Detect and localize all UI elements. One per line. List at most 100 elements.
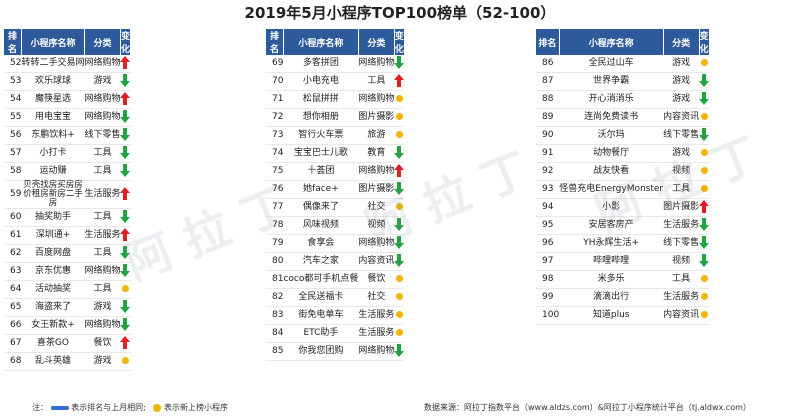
change-cell [394,306,405,325]
category-cell: 视频 [663,162,700,181]
category-cell: 线下零售 [84,126,121,145]
change-cell: 69 [699,90,710,109]
new-entry-icon [700,167,708,174]
arrow-up-icon [120,56,131,69]
category-cell: 游戏 [663,90,700,109]
change-cell: 9 [394,234,405,253]
change-cell: 4 [120,162,131,181]
name-cell: 她face+ [283,180,359,199]
change-cell: 2 [699,198,710,217]
change-cell: 11 [699,126,710,145]
name-cell: 女王新款+ [21,316,85,335]
table-row: 100 知道plus 内容资讯 [536,306,710,325]
arrow-down-icon [120,318,131,331]
category-cell: 网络购物 [84,316,121,335]
name-cell: 街免电单车 [283,306,359,325]
rank-cell: 58 [4,162,22,181]
change-cell: 3 [120,55,131,73]
rank-cell: 87 [536,72,560,91]
category-cell: 工具 [84,162,121,181]
data-source: 数据来源：阿拉丁指数平台（www.aldzs.com）&阿拉丁小程序统计平台（t… [424,403,751,412]
arrow-up-icon [120,92,131,105]
name-cell: 活动抽奖 [21,280,85,299]
name-cell: 运动赚 [21,162,85,181]
name-cell: 小打卡 [21,144,85,163]
category-cell: 餐饮 [84,334,121,353]
change-cell: 19 [120,226,131,245]
name-cell: 全民过山车 [559,55,664,73]
header-rank: 排名 [4,29,22,55]
name-cell: 京东优惠 [21,262,85,281]
rank-cell: 86 [536,55,560,73]
rank-cell: 69 [266,55,284,73]
category-cell: 网络购物 [358,90,395,109]
name-cell: 魔筷星选 [21,90,85,109]
change-cell: 1 [699,234,710,253]
change-cell: 6 [394,55,405,73]
category-cell: 游戏 [663,144,700,163]
change-cell: 3 [120,244,131,263]
rank-cell: 90 [536,126,560,145]
category-cell: 生活服务 [84,180,121,209]
category-cell: 线下零售 [663,234,700,253]
table-row: 98 米多乐 工具 [536,270,710,289]
category-cell: 网络购物 [358,55,395,73]
header-name: 小程序名称 [283,29,359,55]
table-row: 65海盗来了游戏5 [4,298,131,317]
name-cell: 转转二手交易网 [21,55,85,73]
arrow-down-icon [120,164,131,177]
header-category: 分类 [84,29,121,55]
name-cell: 安居客房产 [559,216,664,235]
category-cell: 线下零售 [663,126,700,145]
new-entry-icon [700,311,708,318]
table-row: 79食享会网络购物9 [266,234,405,253]
arrow-down-icon [394,146,405,159]
table-row: 89 连尚免费读书 内容资讯 [536,108,710,127]
rank-cell: 92 [536,162,560,181]
new-entry-icon [395,311,403,318]
rank-cell: 66 [4,316,22,335]
change-cell: 7 [120,208,131,227]
rank-cell: 65 [4,298,22,317]
category-cell: 内容资讯 [663,108,700,127]
new-entry-icon [700,149,708,156]
category-cell: 游戏 [84,72,121,91]
table-row: 75十荟团网络购物25 [266,162,405,181]
change-cell [394,324,405,343]
rank-cell: 57 [4,144,22,163]
name-cell: 怪兽充电EnergyMonster [559,180,664,199]
legend-new-label: 表示新上榜小程序 [163,403,228,412]
change-cell: 4 [120,144,131,163]
new-entry-icon [395,95,403,102]
table-row: 58运动赚工具4 [4,162,131,181]
ranking-table-1: 排名小程序名称分类变化52转转二手交易网网络购物353欢乐球球游戏1154魔筷星… [4,29,132,371]
category-cell: 社交 [358,198,395,217]
category-cell: 旅游 [358,126,395,145]
table-row: 88开心消消乐游戏69 [536,90,710,109]
change-cell: 6 [120,334,131,353]
new-entry-icon [153,403,162,412]
table-row: 71 松鼠拼拼 网络购物 [266,90,405,109]
name-cell: 欢乐球球 [21,72,85,91]
category-cell: 图片摄影 [358,108,395,127]
category-cell: 网络购物 [358,234,395,253]
change-cell [120,352,131,371]
rank-cell: 53 [4,72,22,91]
rank-cell: 79 [266,234,284,253]
name-cell: 风味视频 [283,216,359,235]
change-cell: 12 [699,216,710,235]
name-cell: 海盗来了 [21,298,85,317]
name-cell: 动物餐厅 [559,144,664,163]
new-entry-icon [395,203,403,210]
arrow-down-icon [120,300,131,313]
name-cell: 世界争霸 [559,72,664,91]
rank-cell: 60 [4,208,22,227]
table-row: 83 街免电单车 生活服务 [266,306,405,325]
table-row: 95安居客房产生活服务12 [536,216,710,235]
table-row: 73 智行火车票 旅游 [266,126,405,145]
header-change: 变化 [394,29,405,55]
name-cell: 知道plus [559,306,664,325]
category-cell: 生活服务 [663,288,700,307]
name-cell: 乱斗英雄 [21,352,85,371]
